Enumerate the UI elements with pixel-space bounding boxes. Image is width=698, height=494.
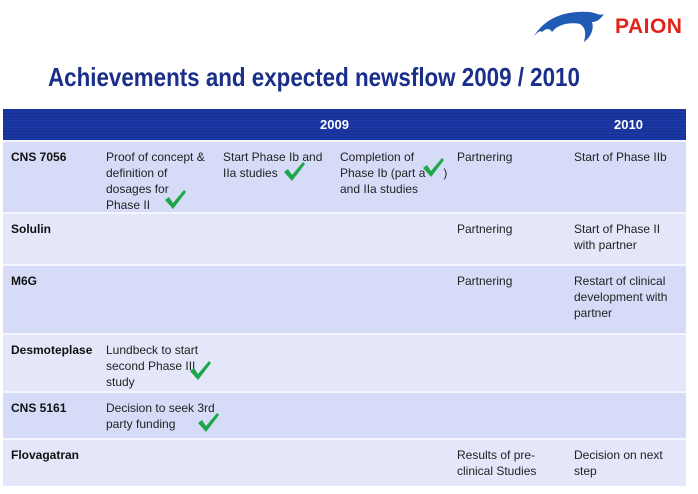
compound-name: CNS 7056	[11, 150, 67, 164]
checkmark-icon	[284, 162, 305, 181]
header-2009: 2009	[320, 117, 349, 132]
header-2010: 2010	[614, 117, 643, 132]
milestone-cell: Start of Phase IIb	[574, 150, 667, 164]
logo-text: PAION	[615, 15, 683, 38]
table-row: M6G Partnering Restart of clinical devel…	[3, 264, 686, 333]
milestone-text: Phase Ib (part a	[340, 166, 426, 180]
compound-name: Desmoteplase	[11, 343, 93, 357]
bird-wing-logo-icon	[534, 11, 604, 42]
compound-name: M6G	[11, 274, 38, 288]
table-row: CNS 5161 Decision to seek 3rd party fund…	[3, 391, 686, 438]
table-header: 2009 2010	[3, 109, 686, 140]
table-row: Solulin Partnering Start of Phase II wit…	[3, 212, 686, 264]
milestone-cell: Restart of clinical development with par…	[574, 274, 668, 320]
compound-name: Flovagatran	[11, 448, 80, 462]
milestone-cell: Results of pre-clinical Studies	[457, 448, 537, 478]
newsflow-table: 2009 2010 CNS 7056 Proof of concept & de…	[3, 109, 686, 486]
checkmark-icon	[198, 413, 219, 432]
milestone-cell: Partnering	[457, 274, 513, 288]
milestone-cell: Partnering	[457, 150, 513, 164]
milestone-text: )	[443, 166, 448, 180]
milestone-cell: Start Phase Ib and IIa studies	[223, 150, 323, 180]
milestone-cell: Proof of concept & definition of dosages…	[106, 150, 205, 212]
compound-name: Solulin	[11, 222, 51, 236]
milestone-cell: Lundbeck to start second Phase III study	[106, 343, 199, 389]
table-row: Desmoteplase Lundbeck to start second Ph…	[3, 333, 686, 391]
table-row: CNS 7056 Proof of concept & definition o…	[3, 140, 686, 212]
checkmark-icon	[423, 158, 444, 177]
milestone-cell: Decision to seek 3rd party funding	[106, 401, 215, 431]
milestone-cell: Decision on next step	[574, 448, 663, 478]
checkmark-icon	[190, 361, 211, 380]
page-title: Achievements and expected newsflow 2009 …	[48, 62, 580, 92]
milestone-cell: Partnering	[457, 222, 513, 236]
checkmark-icon	[165, 190, 186, 209]
milestone-line: Completion of	[340, 150, 415, 164]
milestone-line: Phase Ib (part a)	[340, 165, 456, 181]
milestone-line: and IIa studies	[340, 182, 419, 196]
milestone-cell: Completion of Phase Ib (part a) and IIa …	[340, 149, 456, 197]
table-row: Flovagatran Results of pre-clinical Stud…	[3, 438, 686, 486]
compound-name: CNS 5161	[11, 401, 67, 415]
paion-logo: PAION	[530, 6, 690, 46]
milestone-cell: Start of Phase II with partner	[574, 222, 661, 252]
